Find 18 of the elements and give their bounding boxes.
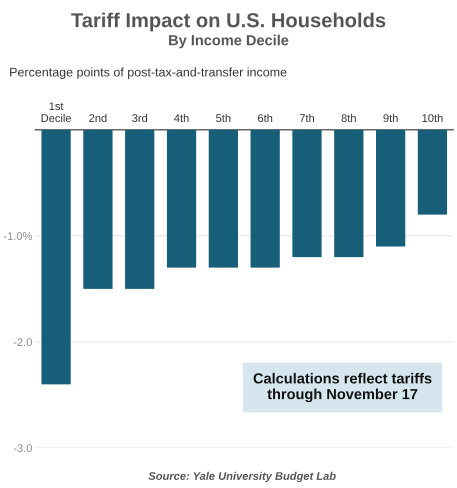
x-tick-label: 4th (174, 114, 189, 122)
x-tick-label: 8th (342, 114, 356, 122)
y-tick-label: -2.0 (14, 338, 32, 346)
annotation: Calculations reflect tariffs through November 17 (254, 372, 432, 402)
x-tick-label: 3rd (132, 114, 148, 122)
x-tick-label: 10th (422, 114, 443, 122)
source-note: Source: Yale University Budget Lab (148, 472, 336, 482)
y-axis-title: Percentage points of post-tax-and-transfer income (10, 67, 287, 80)
x-tick-label: 9th (383, 114, 398, 122)
x-tick-label: 1st Decile (42, 102, 72, 122)
y-tick-label: -3.0 (14, 444, 32, 452)
x-tick-label: 6th (258, 114, 272, 122)
x-tick-label: 7th (300, 114, 314, 122)
x-tick-label: 2nd (89, 114, 106, 122)
y-tick-label: -1.0% (4, 232, 32, 240)
chart-subtitle: By Income Decile (169, 34, 288, 48)
x-tick-label: 5th (216, 114, 230, 122)
chart-title: Tariff Impact on U.S. Households (71, 12, 386, 32)
